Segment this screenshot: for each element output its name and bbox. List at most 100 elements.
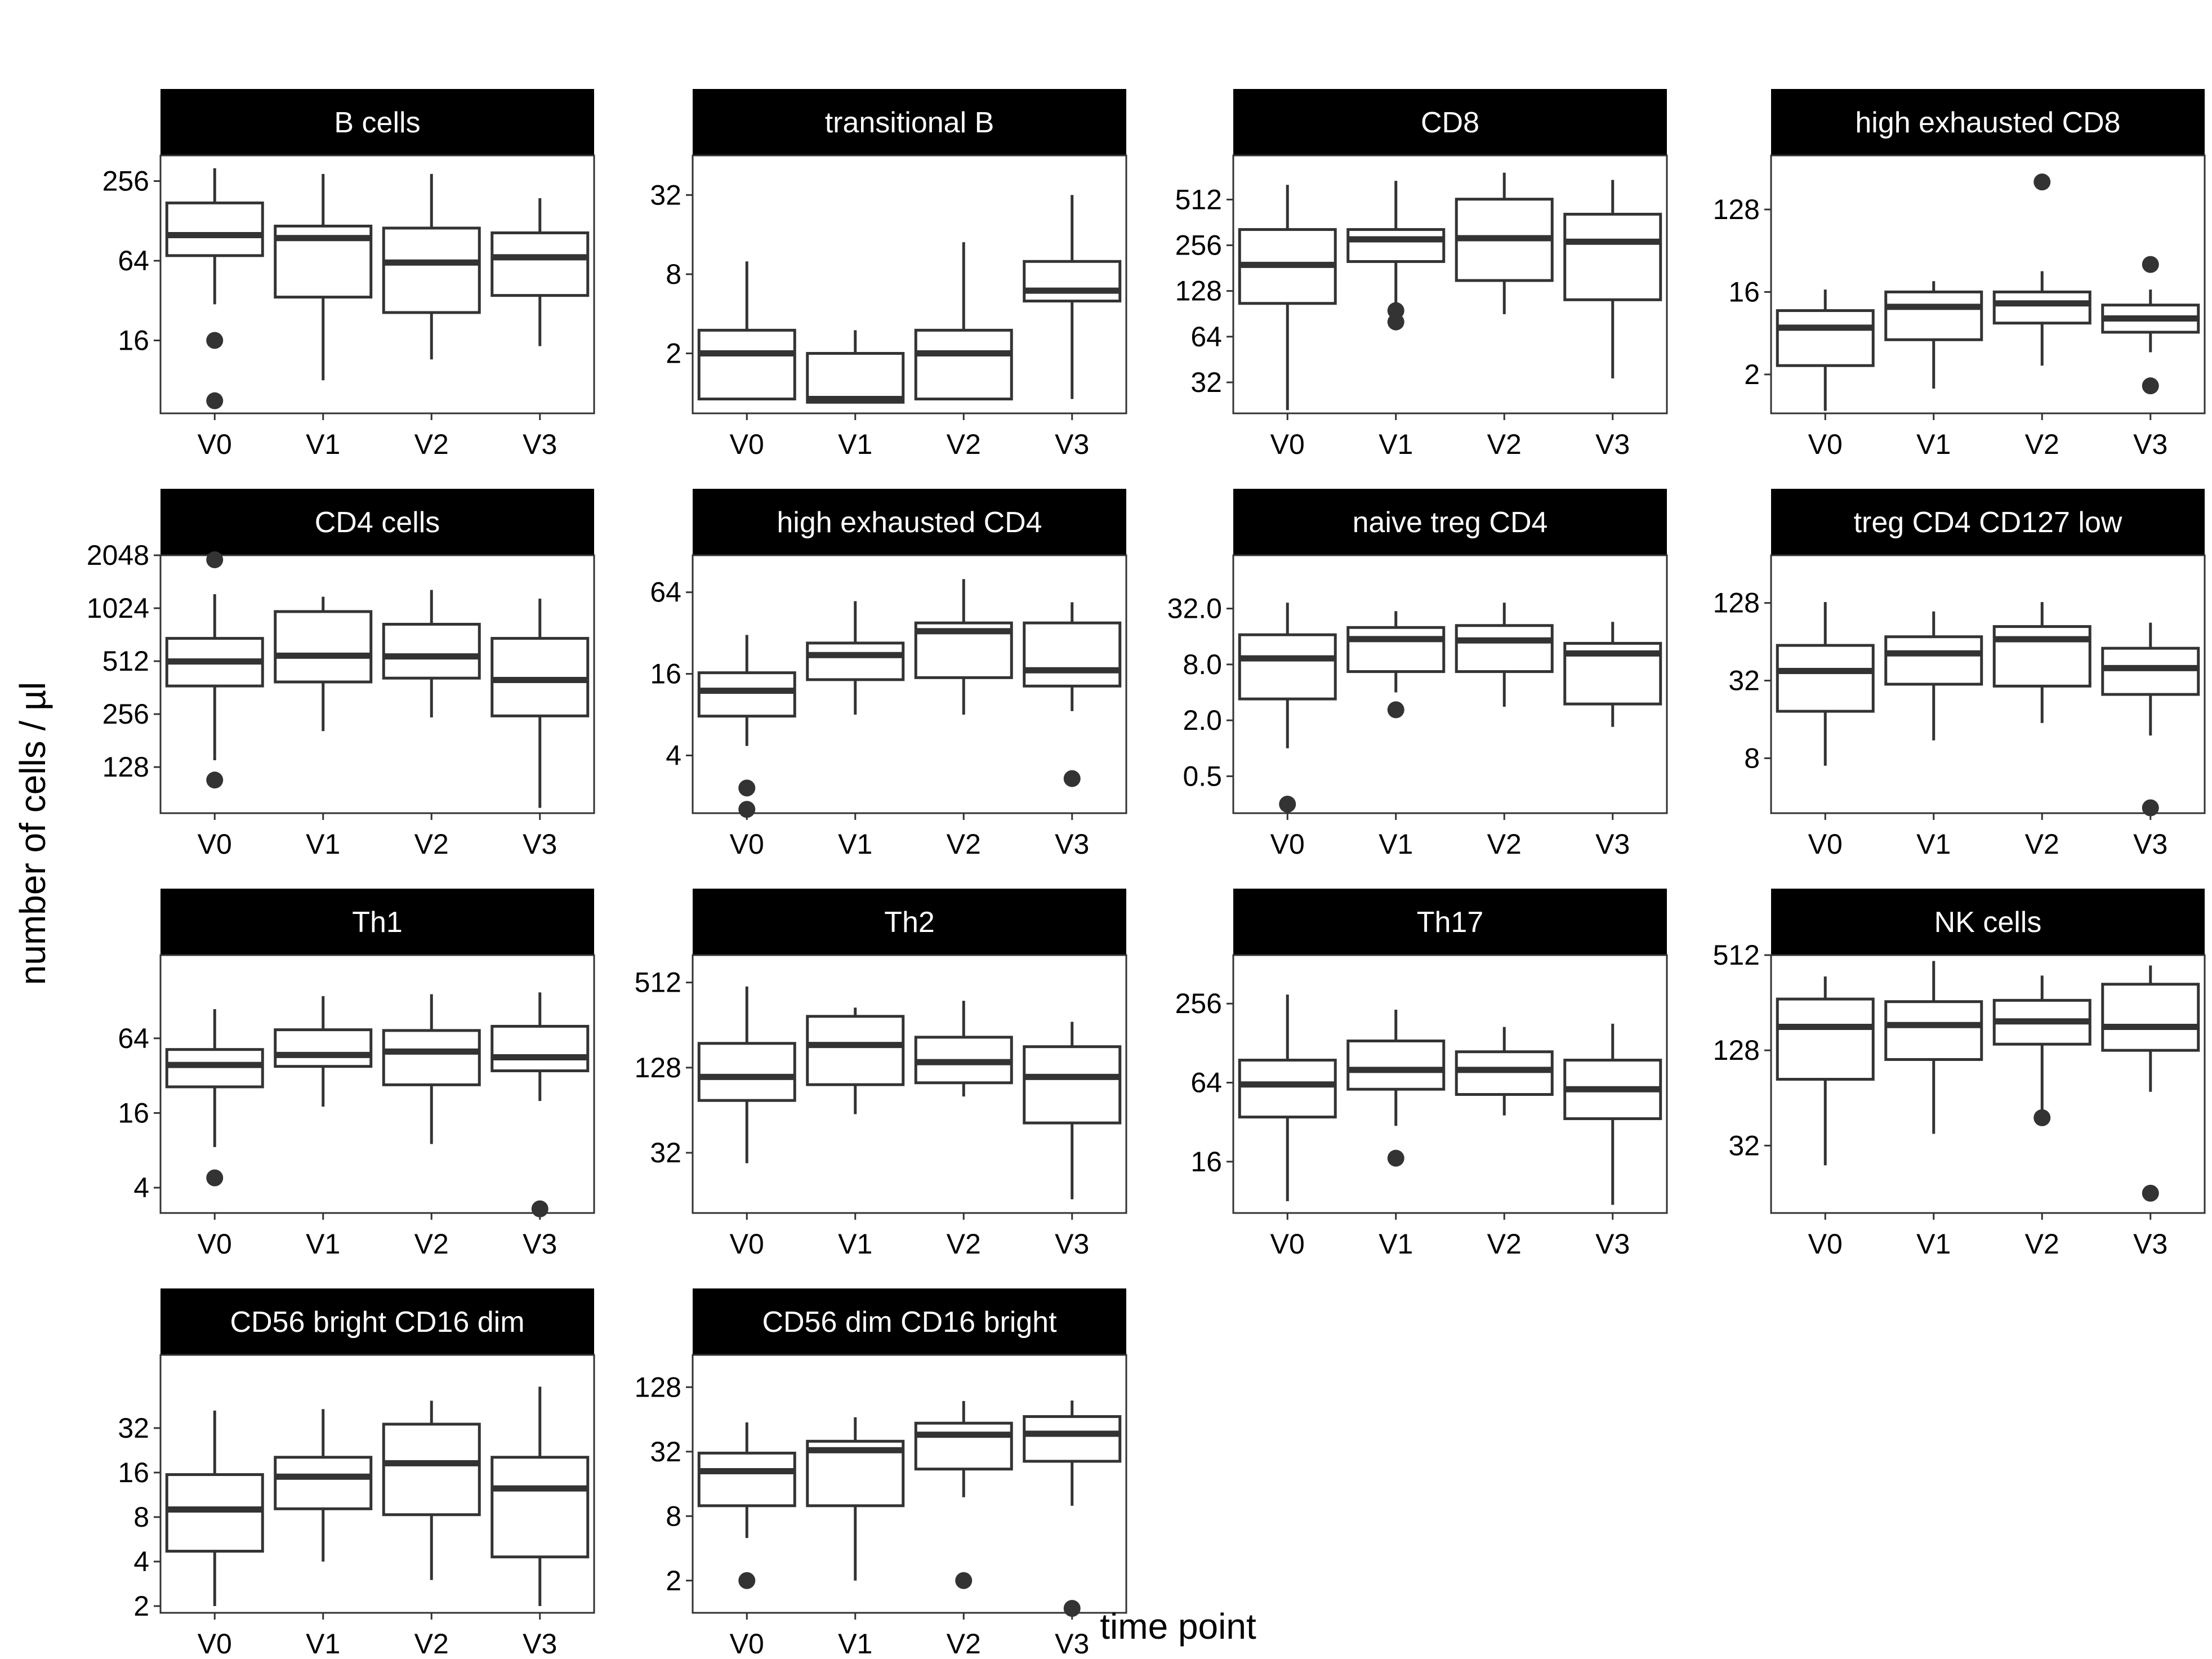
- box-v1: [274, 596, 373, 732]
- x-tick-label: V2: [947, 1628, 981, 1659]
- box-body: [2101, 646, 2200, 696]
- box-body: [1776, 997, 1875, 1081]
- y-tick-label: 8: [1744, 742, 1760, 774]
- box-v1: [806, 330, 905, 404]
- outlier-point: [1387, 313, 1404, 331]
- box-body: [2101, 983, 2200, 1052]
- box-v3: [1023, 1022, 1122, 1199]
- panel-title: transitional B: [825, 106, 994, 139]
- panel-title: NK cells: [1934, 906, 2042, 939]
- y-tick-label: 2048: [87, 539, 149, 571]
- panel-title: CD8: [1421, 106, 1479, 139]
- panel-title: treg CD4 CD127 low: [1854, 506, 2122, 539]
- box-body: [1346, 228, 1446, 263]
- panel-strip: [1771, 489, 2205, 555]
- box-body: [1884, 1000, 1983, 1061]
- outlier-point: [955, 1572, 973, 1589]
- panel-naive-treg-cd4: naive treg CD4 0.5 2.0 8.0 32.0 V0 V1 V2 V3: [1167, 489, 1668, 860]
- box-body: [1884, 290, 1983, 341]
- y-tick-label: 512: [635, 967, 681, 998]
- box-v2: [1455, 603, 1554, 707]
- x-tick-label: V0: [730, 429, 764, 460]
- y-tick-label: 32: [1728, 1130, 1760, 1161]
- y-tick-label: 512: [1713, 939, 1760, 971]
- box-v1: [1884, 961, 1983, 1134]
- box-v2: [1992, 602, 2091, 723]
- box-body: [1346, 1039, 1446, 1091]
- y-tick-label: 1024: [87, 592, 149, 624]
- x-tick-label: V3: [2133, 1228, 2168, 1260]
- x-tick-label: V0: [1270, 1228, 1305, 1260]
- box-v0: [1776, 976, 1875, 1166]
- panel-frame: [1770, 154, 2206, 414]
- panel-title: Th2: [884, 906, 935, 939]
- y-tick-label: 128: [635, 1371, 681, 1403]
- panel-title: CD56 dim CD16 bright: [762, 1306, 1057, 1339]
- box-v1: [806, 601, 905, 715]
- y-tick-label: 16: [118, 325, 149, 356]
- box-v3: [2101, 622, 2200, 817]
- panel-title: CD4 cells: [315, 506, 440, 539]
- box-body: [490, 1024, 590, 1073]
- y-tick-label: 16: [1728, 276, 1760, 307]
- y-tick-label: 8: [133, 1501, 149, 1533]
- panel-strip: [693, 489, 1126, 555]
- box-body: [1238, 633, 1337, 701]
- box-body: [1563, 212, 1662, 301]
- y-axis-title: number of cells / µl: [12, 682, 53, 985]
- x-tick-label: V1: [306, 429, 340, 460]
- x-tick-label: V3: [1595, 828, 1630, 860]
- panel-strip: [160, 1288, 594, 1355]
- y-tick-label: 128: [1713, 194, 1760, 225]
- panel-high-exhausted-cd4: high exhausted CD4 4 16 64 V0 V1 V2 V3: [650, 489, 1127, 860]
- box-body: [382, 226, 481, 314]
- box-v1: [274, 173, 373, 381]
- box-body: [490, 231, 590, 297]
- box-v0: [1776, 602, 1875, 766]
- y-tick-label: 2: [666, 1565, 681, 1596]
- panel-title: Th1: [352, 906, 403, 939]
- box-v2: [382, 173, 481, 360]
- x-tick-label: V0: [198, 1228, 232, 1260]
- box-v1: [274, 996, 373, 1107]
- box-body: [165, 1048, 264, 1089]
- y-tick-label: 128: [1713, 1034, 1760, 1066]
- box-body: [1023, 621, 1122, 688]
- outlier-point: [738, 801, 756, 818]
- outlier-point: [206, 771, 224, 789]
- box-body: [914, 1421, 1013, 1471]
- panel-transitional-b: transitional B 2 8 32 V0 V1 V2 V3: [650, 89, 1127, 460]
- box-v1: [1884, 281, 1983, 389]
- x-tick-label: V1: [838, 429, 872, 460]
- x-tick-label: V1: [1916, 429, 1951, 460]
- box-v0: [1238, 994, 1337, 1201]
- panel-frame: [159, 954, 595, 1214]
- y-tick-label: 256: [102, 166, 149, 197]
- panel-frame: [692, 1354, 1127, 1614]
- x-tick-label: V2: [1487, 1228, 1522, 1260]
- box-v2: [1455, 1027, 1554, 1116]
- panel-cd8: CD8 32 64 128 256 512 V0 V1 V2 V3: [1175, 89, 1668, 460]
- box-body: [1455, 624, 1554, 674]
- box-body: [274, 1028, 373, 1068]
- box-v1: [1884, 611, 1983, 741]
- box-body: [165, 1473, 264, 1553]
- box-v2: [1455, 172, 1554, 314]
- box-body: [1776, 309, 1875, 367]
- panel-strip: [160, 889, 594, 955]
- y-tick-label: 16: [1190, 1146, 1222, 1178]
- box-body: [1023, 260, 1122, 303]
- box-body: [165, 201, 264, 257]
- box-body: [274, 610, 373, 684]
- outlier-point: [206, 551, 224, 569]
- y-tick-label: 2: [666, 338, 681, 369]
- outlier-point: [206, 332, 224, 349]
- y-tick-label: 64: [118, 245, 149, 276]
- x-tick-label: V0: [1270, 429, 1305, 460]
- box-v2: [1992, 975, 2091, 1126]
- x-tick-label: V2: [414, 1628, 449, 1659]
- panel-frame: [1770, 554, 2206, 814]
- box-v2: [382, 590, 481, 718]
- outlier-point: [2142, 256, 2159, 273]
- box-v3: [1563, 1023, 1662, 1205]
